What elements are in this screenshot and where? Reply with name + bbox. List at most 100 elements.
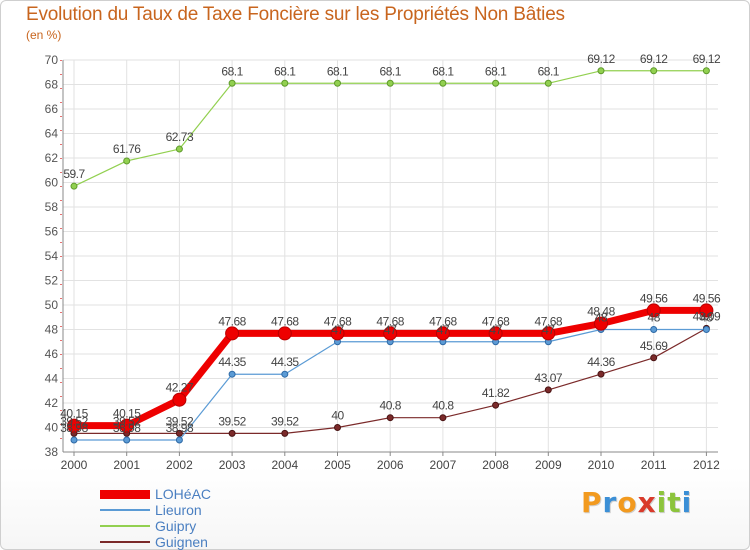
data-label: 43.07 [535, 371, 563, 385]
data-label: 47 [437, 323, 450, 337]
data-point-guignen [597, 370, 605, 378]
data-label: 61.76 [113, 142, 141, 156]
legend-label: Guipry [155, 518, 197, 534]
data-label: 42.27 [166, 381, 194, 395]
data-point-lieuron [123, 436, 131, 444]
logo-letter: i [681, 486, 693, 519]
logo-letter: r [602, 486, 618, 519]
y-tick-label: 56 [45, 225, 59, 239]
x-tick-label: 2004 [271, 458, 298, 472]
x-tick-label: 2005 [324, 458, 351, 472]
data-label: 68.1 [380, 64, 402, 78]
data-label: 69.12 [640, 52, 668, 66]
data-point-lieuron [702, 326, 710, 333]
data-label: 48 [700, 311, 713, 325]
y-tick-label: 68 [45, 78, 59, 92]
data-point-guipry [439, 79, 447, 87]
data-label: 40 [331, 409, 344, 423]
data-point-lohéac [119, 418, 134, 433]
data-label: 39.52 [60, 414, 88, 428]
data-point-guipry [281, 79, 289, 87]
legend-label: Guignen [155, 534, 208, 550]
data-point-guipry [597, 67, 605, 75]
y-tick-label: 48 [45, 323, 59, 337]
data-label: 68.1 [274, 64, 296, 78]
data-label: 40.8 [380, 399, 402, 413]
x-tick-label: 2003 [219, 458, 246, 472]
data-label: 47 [384, 323, 397, 337]
data-point-lohéac [488, 326, 503, 341]
data-label: 48.09 [693, 309, 721, 323]
data-label: 48.48 [587, 305, 615, 319]
y-tick-label: 70 [45, 53, 59, 67]
data-point-guignen [228, 429, 236, 437]
data-label: 39.52 [218, 414, 246, 428]
legend-swatch [100, 509, 150, 511]
y-tick-label: 40 [45, 421, 59, 435]
data-label: 68.1 [538, 64, 560, 78]
data-label: 47.68 [271, 314, 299, 328]
data-label: 47.68 [482, 314, 510, 328]
data-label: 44.35 [218, 355, 246, 369]
data-label: 48 [648, 311, 661, 325]
data-point-lieuron [70, 436, 78, 444]
data-point-guipry [70, 182, 78, 190]
data-point-lohéac [172, 392, 187, 407]
data-point-lohéac [435, 326, 450, 341]
legend-item-guipry: Guipry [100, 518, 260, 534]
data-point-guignen [439, 414, 447, 422]
legend-swatch [100, 541, 150, 543]
data-label: 44.36 [587, 355, 615, 369]
data-label: 47.68 [429, 314, 457, 328]
data-label: 69.12 [587, 52, 615, 66]
logo-letter: t [667, 486, 682, 519]
data-label: 38.98 [60, 421, 88, 435]
data-label: 47 [542, 323, 555, 337]
data-label: 47.68 [324, 314, 352, 328]
y-tick-label: 42 [45, 396, 59, 410]
data-point-guipry [544, 79, 552, 87]
proxiti-logo: Proxiti [581, 486, 692, 519]
data-point-guignen [175, 429, 183, 437]
data-label: 45.69 [640, 339, 668, 353]
data-point-lieuron [228, 370, 236, 378]
data-point-guignen [544, 386, 552, 394]
data-point-guignen [650, 354, 658, 362]
data-label: 68.1 [221, 64, 243, 78]
data-label: 40.15 [113, 407, 141, 421]
data-label: 68.1 [327, 64, 349, 78]
y-tick-label: 62 [45, 151, 59, 165]
data-label: 38.98 [113, 421, 141, 435]
data-label: 40.8 [432, 399, 454, 413]
data-point-guipry [492, 79, 500, 87]
logo-letter: o [617, 486, 638, 519]
data-point-lieuron [650, 326, 658, 333]
data-label: 39.52 [166, 414, 194, 428]
data-label: 40.15 [60, 407, 88, 421]
data-point-lohéac [646, 303, 661, 318]
x-tick-label: 2007 [430, 458, 457, 472]
data-point-guignen [334, 424, 341, 431]
data-label: 47.68 [218, 314, 246, 328]
data-point-lohéac [277, 326, 292, 341]
legend-swatch [100, 489, 150, 499]
y-tick-label: 50 [45, 298, 59, 312]
y-tick-label: 44 [45, 372, 59, 386]
data-label: 48 [595, 311, 608, 325]
data-label: 39.52 [113, 414, 141, 428]
y-tick-label: 66 [45, 102, 59, 116]
x-tick-label: 2010 [588, 458, 615, 472]
data-label: 44.35 [271, 355, 299, 369]
data-label: 49.56 [640, 291, 668, 305]
x-tick-label: 2009 [535, 458, 562, 472]
x-tick-label: 2002 [166, 458, 193, 472]
x-tick-label: 2008 [482, 458, 509, 472]
data-point-guipry [228, 79, 236, 87]
x-tick-label: 2001 [113, 458, 140, 472]
chart-title: Evolution du Taux de Taxe Foncière sur l… [26, 4, 565, 25]
data-label: 38.98 [166, 421, 194, 435]
y-tick-label: 58 [45, 200, 59, 214]
data-label: 62.73 [166, 130, 194, 144]
data-label: 68.1 [432, 64, 454, 78]
